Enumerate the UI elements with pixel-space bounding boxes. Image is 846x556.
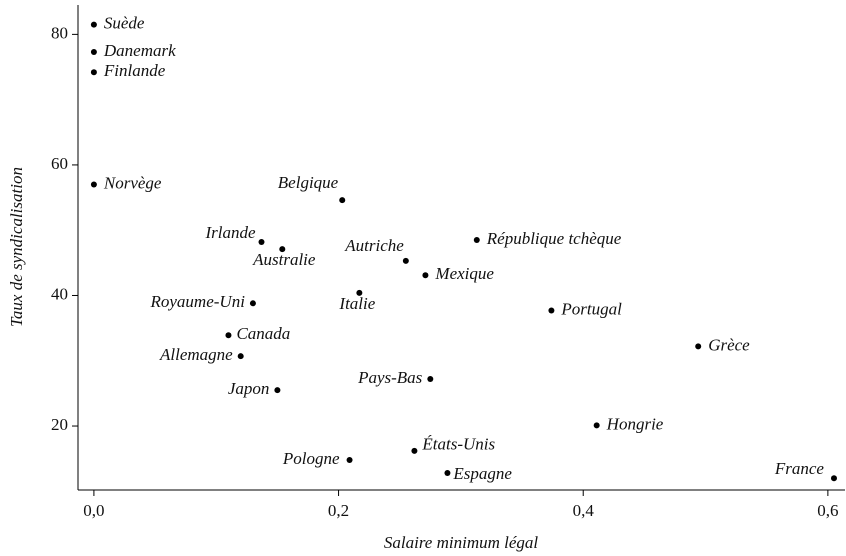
x-tick-label: 0,2: [328, 501, 349, 520]
point: [473, 236, 480, 243]
point-label: Canada: [236, 324, 290, 343]
y-tick-label: 80: [51, 23, 68, 42]
point: [593, 422, 600, 429]
point: [90, 48, 97, 55]
y-axis-label: Taux de syndicalisation: [7, 167, 26, 327]
point: [548, 307, 555, 314]
point: [90, 69, 97, 76]
point-label: Japon: [228, 379, 270, 398]
point: [237, 353, 244, 360]
point: [249, 300, 256, 307]
point: [225, 332, 232, 339]
point: [346, 456, 353, 463]
point-label: Suède: [104, 13, 145, 32]
x-tick-label: 0,0: [83, 501, 104, 520]
point: [830, 475, 837, 482]
point-label: Portugal: [560, 299, 622, 318]
point: [422, 272, 429, 279]
point-label: Mexique: [434, 264, 494, 283]
point: [444, 470, 451, 477]
point-label: Italie: [338, 294, 375, 313]
point-label: Autriche: [344, 236, 404, 255]
point-label: République tchèque: [486, 229, 622, 248]
point-label: États-Unis: [421, 435, 495, 454]
x-tick-label: 0,6: [817, 501, 838, 520]
point-label: Espagne: [452, 464, 512, 483]
point-label: Royaume-Uni: [150, 292, 246, 311]
point: [274, 387, 281, 394]
point: [411, 447, 418, 454]
point-label: Hongrie: [606, 414, 664, 433]
point-label: Allemagne: [159, 345, 233, 364]
y-tick-label: 40: [51, 284, 68, 303]
point-label: Australie: [252, 250, 316, 269]
point: [356, 289, 363, 296]
point-label: Danemark: [103, 41, 176, 60]
y-tick-label: 20: [51, 415, 68, 434]
point: [279, 246, 286, 253]
point-label: France: [774, 459, 825, 478]
point-label: Pologne: [282, 449, 340, 468]
point-label: Norvège: [103, 173, 162, 192]
point: [90, 21, 97, 28]
point-label: Grèce: [708, 335, 750, 354]
point: [427, 376, 434, 383]
point: [339, 197, 346, 204]
point-label: Belgique: [278, 173, 339, 192]
point: [90, 181, 97, 188]
point-label: Pays-Bas: [357, 368, 423, 387]
x-axis-label: Salaire minimum légal: [384, 533, 539, 552]
point: [695, 343, 702, 350]
point-label: Finlande: [103, 61, 166, 80]
x-tick-label: 0,4: [573, 501, 595, 520]
point: [402, 257, 409, 264]
point-label: Irlande: [204, 223, 256, 242]
point: [258, 238, 265, 245]
y-tick-label: 60: [51, 154, 68, 173]
